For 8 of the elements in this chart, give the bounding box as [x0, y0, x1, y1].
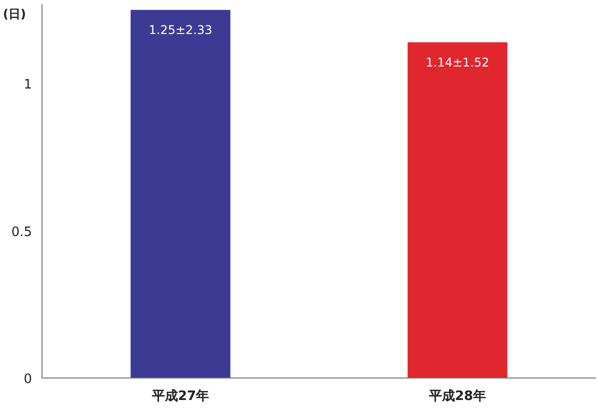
y-axis-title: (日): [3, 7, 26, 21]
y-tick-label: 0.5: [11, 224, 32, 240]
data-label: 1.14±1.52: [426, 55, 490, 70]
data-label: 1.25±2.33: [148, 22, 212, 37]
x-tick-label: 平成27年: [150, 389, 210, 404]
x-tick-label: 平成28年: [428, 389, 486, 404]
y-tick-label: 1: [24, 78, 32, 93]
y-tick-label: 0: [24, 372, 32, 387]
